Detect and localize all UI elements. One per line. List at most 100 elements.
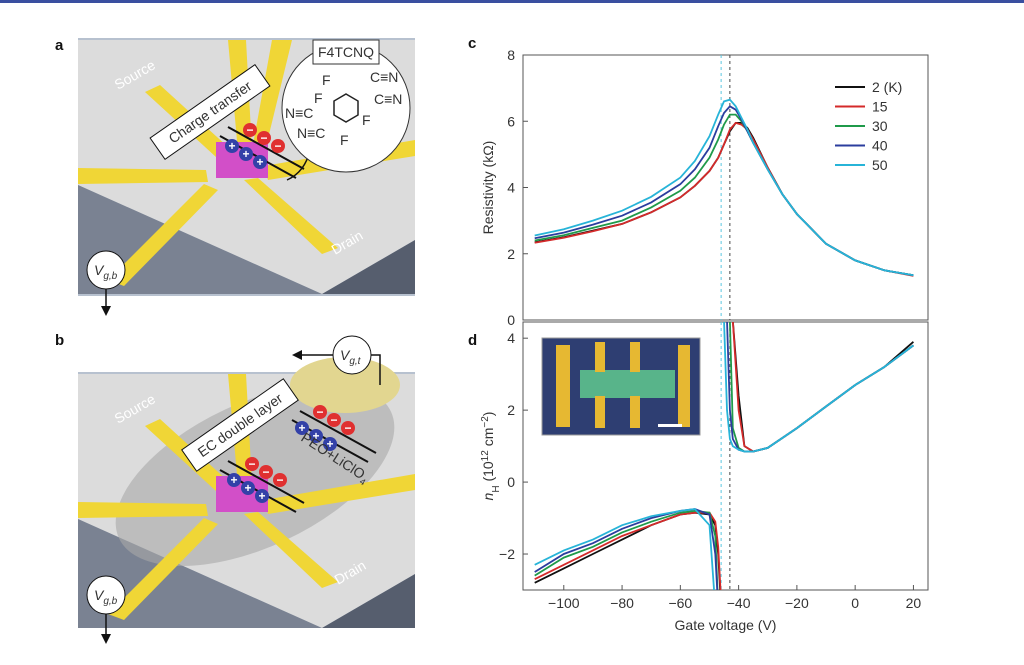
sub: g,t: [349, 356, 361, 367]
minus: −: [260, 131, 267, 145]
panel-label: c: [468, 35, 476, 52]
electrodes: [78, 40, 415, 286]
y-tick-label: 2: [507, 246, 515, 262]
gate-label: Vg,b: [94, 587, 118, 607]
y-axis-label: nH (1012 cm−2): [480, 412, 502, 501]
inset: [541, 337, 701, 436]
label-part: ): [480, 412, 496, 417]
gate-label: Vg,t: [340, 347, 362, 367]
x-tick-label: −100: [548, 595, 580, 611]
x-tick-label: −80: [610, 595, 634, 611]
v: V: [340, 347, 351, 363]
minus: −: [262, 465, 269, 479]
v: V: [94, 587, 105, 603]
minus: −: [246, 123, 253, 137]
v: V: [94, 262, 105, 278]
x-tick-label: −60: [668, 595, 692, 611]
layer-line: [299, 410, 377, 454]
atom: F: [340, 132, 349, 148]
label-part: H: [491, 485, 502, 492]
atom: F: [362, 112, 371, 128]
panel-label: a: [55, 37, 64, 54]
minus: −: [344, 421, 351, 435]
charges: + + + − − − + + + − − −: [227, 405, 355, 503]
legend-label: 30: [872, 118, 888, 134]
atom: F: [322, 72, 331, 88]
substrate-side: [322, 574, 415, 628]
gate-circle: [86, 575, 126, 615]
gate-circle: [332, 335, 372, 375]
plot-frame: [522, 321, 929, 591]
y-tick-label: 4: [507, 330, 515, 346]
arrowhead: [292, 350, 302, 360]
plot-frame: [522, 54, 929, 321]
label-part: 12: [480, 450, 491, 462]
series-line: [534, 113, 914, 277]
group: C≡N: [374, 91, 402, 107]
ring: [333, 93, 359, 123]
legend-label: 15: [872, 99, 888, 115]
molecule-box: [312, 39, 380, 65]
y-tick-label: 0: [507, 474, 515, 490]
plus: +: [228, 139, 235, 153]
minus: −: [274, 139, 281, 153]
layer-line: [227, 126, 305, 170]
x-tick-label: −40: [727, 595, 751, 611]
substrate-side: [322, 240, 415, 294]
series-line: [534, 98, 914, 277]
x-tick-label: −20: [785, 595, 809, 611]
panel-label: b: [55, 332, 64, 349]
y-tick-label: 8: [507, 47, 515, 63]
y-axis-label: Resistivity (kΩ): [480, 141, 496, 235]
arrowhead: [101, 634, 111, 644]
legend-label: 50: [872, 157, 888, 173]
gate-circle: [86, 250, 126, 290]
legend-label: 40: [872, 138, 888, 154]
plus: +: [258, 489, 265, 503]
minus: −: [276, 473, 283, 487]
group: N≡C: [297, 125, 325, 141]
x-tick-label: 0: [851, 595, 859, 611]
plus: +: [242, 147, 249, 161]
top-rule: [0, 0, 1024, 3]
panel-b: b + + + − − − + + + − − − EC double laye…: [55, 332, 415, 644]
y-tick-label: 0: [507, 312, 515, 328]
top-gate: [290, 357, 400, 413]
label-part: −2: [480, 416, 491, 428]
minus: −: [316, 405, 323, 419]
sub: g,b: [103, 271, 117, 282]
plus: +: [298, 421, 305, 435]
series-line: [534, 322, 914, 590]
plus: +: [326, 437, 333, 451]
sub: 4: [358, 476, 368, 487]
plus: +: [230, 473, 237, 487]
minus: −: [248, 457, 255, 471]
layer-line: [227, 460, 305, 504]
charges: + + + − − −: [225, 123, 285, 169]
plus: +: [312, 429, 319, 443]
series-line: [534, 105, 914, 277]
group: C≡N: [370, 69, 398, 85]
arrowhead: [101, 306, 111, 316]
plus: +: [256, 155, 263, 169]
atom: F: [314, 90, 323, 106]
x-axis-label: Gate voltage (V): [675, 617, 777, 633]
label-part: (10: [480, 461, 496, 485]
panel-a: a + + + − − − Charge transfer Source Dra…: [55, 37, 415, 316]
label-part: n: [480, 492, 496, 500]
y-tick-label: 2: [507, 402, 515, 418]
y-tick-label: 6: [507, 113, 515, 129]
y-tick-label: 4: [507, 180, 515, 196]
gate-label: Vg,b: [94, 262, 118, 282]
plus: +: [244, 481, 251, 495]
wire: [371, 354, 381, 385]
legend-label: 2 (K): [872, 79, 902, 95]
x-tick-label: 20: [906, 595, 922, 611]
label-part: cm: [480, 428, 496, 451]
molecule-name: F4TCNQ: [318, 44, 374, 60]
minus: −: [330, 413, 337, 427]
panel-label: d: [468, 332, 477, 349]
y-tick-label: −2: [499, 546, 515, 562]
